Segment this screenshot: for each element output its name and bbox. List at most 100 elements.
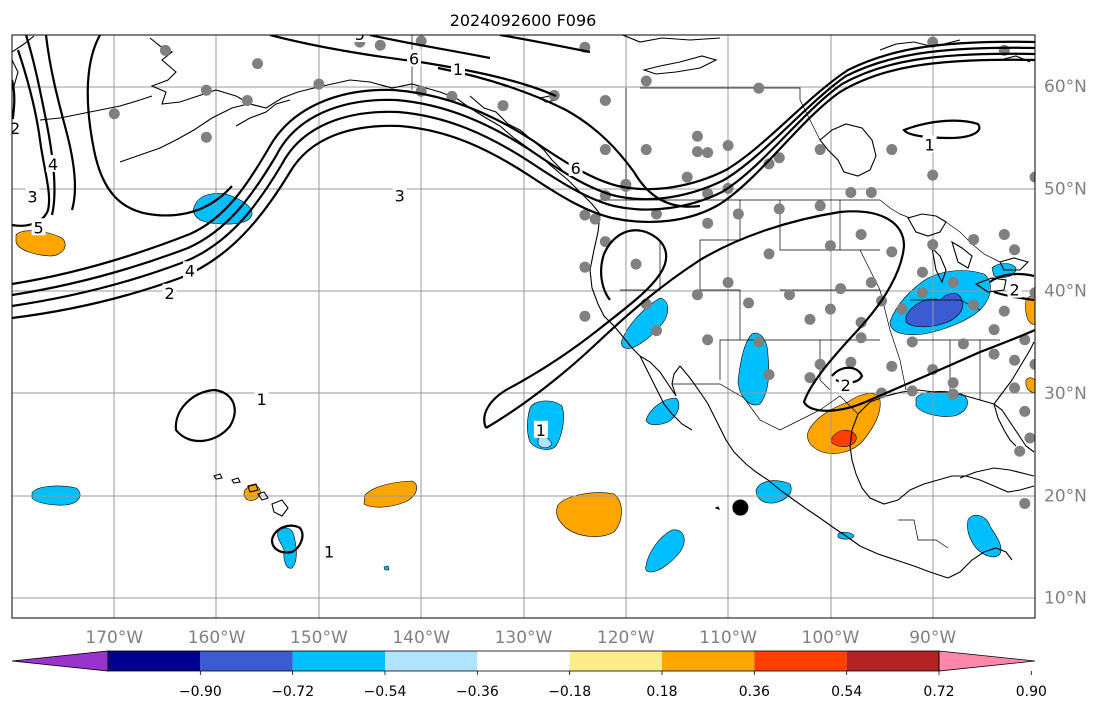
contour-label-bg — [183, 261, 198, 279]
station-marker — [691, 130, 703, 142]
station-marker — [804, 372, 816, 384]
contour-label-bg — [451, 59, 466, 77]
contour-label-bg — [31, 218, 46, 236]
shaded-area-blue — [645, 529, 685, 573]
storm-center-marker — [732, 499, 749, 516]
colorbar-tick-label: −0.54 — [364, 684, 407, 700]
station-marker — [947, 377, 959, 389]
station-marker — [241, 94, 253, 106]
station-marker — [855, 316, 867, 328]
contour-label-bg — [12, 119, 23, 137]
contour-line — [902, 119, 981, 140]
station-marker — [1024, 432, 1035, 444]
station-marker — [732, 208, 744, 220]
station-marker — [855, 332, 867, 344]
contour-line — [483, 229, 668, 429]
station-marker — [702, 334, 714, 346]
longitude-labels: 170°W 160°W 150°W 140°W 130°W 120°W 110°W 100°W… — [85, 628, 956, 648]
contour-label-bg — [407, 49, 422, 67]
longitude-tick-label: 170°W — [85, 628, 143, 648]
station-marker — [845, 356, 857, 368]
station-marker — [865, 187, 877, 199]
station-marker — [252, 58, 264, 70]
station-marker — [855, 228, 867, 240]
station-marker — [763, 369, 775, 381]
station-marker — [1029, 287, 1035, 299]
contour-label-bg — [45, 154, 60, 172]
contour-line — [270, 524, 304, 554]
shaded-area-orange — [1025, 377, 1035, 393]
station-marker — [640, 75, 652, 87]
colorbar-extend-high — [938, 650, 1036, 672]
contour-label-bg — [352, 35, 367, 42]
shaded-area-blue — [277, 527, 297, 569]
colorbar-swatch — [108, 651, 201, 671]
station-marker — [927, 169, 939, 181]
contour-line — [24, 35, 56, 216]
colorbar-tick-label: 0.90 — [1016, 684, 1047, 700]
station-marker — [1009, 382, 1021, 394]
longitude-tick-label: 110°W — [699, 628, 757, 648]
station-marker — [313, 78, 325, 90]
colorbar-tick-label: 0.18 — [646, 684, 677, 700]
station-marker — [896, 303, 908, 315]
contour-label: 1 — [536, 421, 546, 440]
station-marker — [1019, 405, 1031, 417]
station-marker — [446, 90, 458, 102]
station-marker — [957, 338, 969, 350]
station-marker — [804, 313, 816, 325]
contour-label: 6 — [571, 159, 581, 178]
contour-line — [12, 58, 1035, 320]
station-marker — [835, 283, 847, 295]
contour-line — [499, 35, 591, 54]
contour-line — [174, 388, 236, 443]
station-marker — [722, 277, 734, 289]
shaded-area-orange — [363, 480, 418, 508]
colorbar-swatch — [754, 651, 847, 671]
station-marker — [702, 217, 714, 229]
shaded-area-blue — [737, 332, 770, 406]
station-marker — [814, 200, 826, 212]
station-marker — [824, 303, 836, 315]
colorbar-tick-label: 0.36 — [739, 684, 770, 700]
station-marker — [159, 44, 171, 56]
colorbar: −0.90 −0.72 −0.54 −0.36 −0.18 0.18 0.36 0.54 0.7… — [11, 650, 1047, 700]
station-marker — [773, 203, 785, 215]
contour-line — [437, 66, 701, 208]
station-marker — [702, 147, 714, 159]
station-marker — [630, 258, 642, 270]
contour-label: 3 — [27, 188, 37, 207]
station-marker — [200, 84, 212, 96]
shaded-area-dark-blue — [905, 292, 964, 328]
station-marker — [947, 277, 959, 289]
station-marker — [579, 261, 591, 273]
contour-label-bg — [1007, 280, 1022, 298]
figure-title: 2024092600 F096 — [450, 11, 597, 30]
contour-label: 2 — [841, 376, 851, 395]
latitude-tick-label: 60°N — [1044, 77, 1087, 97]
station-marker — [1029, 358, 1035, 370]
contour-line — [485, 210, 1035, 429]
station-marker — [650, 325, 662, 337]
station-marker — [968, 234, 980, 246]
station-marker — [763, 158, 775, 170]
station-marker — [1014, 445, 1026, 457]
station-marker — [886, 246, 898, 258]
station-marker — [579, 310, 591, 322]
colorbar-swatch — [477, 651, 570, 671]
contour-label-bg — [838, 375, 853, 393]
latitude-labels: 10°N 20°N 30°N 40°N 50°N 60°N — [1044, 77, 1087, 608]
contour-line — [12, 52, 1035, 308]
station-marker — [906, 336, 918, 348]
colorbar-tick-label: −0.36 — [456, 684, 499, 700]
station-marker — [886, 360, 898, 372]
station-marker — [743, 297, 755, 309]
contour-label: 2 — [1009, 281, 1019, 300]
coastlines — [12, 35, 1035, 579]
contour-label: 4 — [48, 155, 58, 174]
contour-label: 5 — [34, 218, 44, 237]
station-marker — [650, 208, 662, 220]
contour-line — [44, 35, 76, 211]
station-marker — [824, 240, 836, 252]
